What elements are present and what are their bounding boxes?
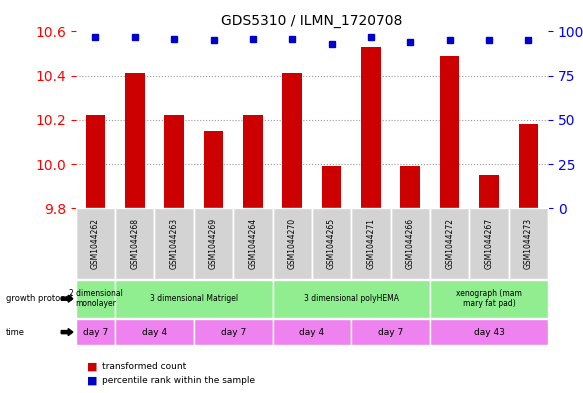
- FancyBboxPatch shape: [391, 208, 430, 279]
- FancyBboxPatch shape: [76, 280, 115, 318]
- Text: transformed count: transformed count: [102, 362, 187, 371]
- Text: day 7: day 7: [220, 328, 246, 336]
- Bar: [322, 166, 342, 208]
- Text: GSM1044271: GSM1044271: [367, 218, 375, 269]
- FancyBboxPatch shape: [351, 208, 391, 279]
- FancyBboxPatch shape: [194, 208, 233, 279]
- Text: GSM1044262: GSM1044262: [91, 218, 100, 269]
- FancyBboxPatch shape: [76, 319, 115, 345]
- Bar: [203, 131, 223, 208]
- FancyBboxPatch shape: [312, 208, 351, 279]
- Bar: [125, 73, 145, 208]
- FancyBboxPatch shape: [430, 319, 548, 345]
- Text: day 7: day 7: [83, 328, 108, 336]
- FancyBboxPatch shape: [469, 208, 508, 279]
- Text: GSM1044265: GSM1044265: [327, 218, 336, 269]
- Bar: [518, 124, 538, 208]
- FancyBboxPatch shape: [154, 208, 194, 279]
- Bar: [243, 116, 263, 208]
- Title: GDS5310 / ILMN_1720708: GDS5310 / ILMN_1720708: [221, 14, 403, 28]
- FancyBboxPatch shape: [233, 208, 272, 279]
- Text: 3 dimensional polyHEMA: 3 dimensional polyHEMA: [304, 294, 399, 303]
- Text: GSM1044273: GSM1044273: [524, 218, 533, 269]
- Bar: [479, 175, 499, 208]
- FancyBboxPatch shape: [272, 319, 351, 345]
- Text: ■: ■: [87, 362, 98, 372]
- FancyBboxPatch shape: [430, 280, 548, 318]
- Text: day 4: day 4: [299, 328, 325, 336]
- Text: GSM1044269: GSM1044269: [209, 218, 218, 269]
- Text: GSM1044272: GSM1044272: [445, 218, 454, 269]
- Text: percentile rank within the sample: percentile rank within the sample: [102, 376, 255, 385]
- Bar: [401, 166, 420, 208]
- Text: GSM1044268: GSM1044268: [131, 218, 139, 269]
- Text: GSM1044270: GSM1044270: [288, 218, 297, 269]
- FancyBboxPatch shape: [194, 319, 272, 345]
- Text: day 4: day 4: [142, 328, 167, 336]
- Text: 2 dimensional
monolayer: 2 dimensional monolayer: [69, 289, 122, 309]
- Text: GSM1044264: GSM1044264: [248, 218, 257, 269]
- FancyBboxPatch shape: [508, 208, 548, 279]
- Text: GSM1044267: GSM1044267: [484, 218, 493, 269]
- Text: time: time: [6, 328, 25, 336]
- FancyBboxPatch shape: [115, 319, 194, 345]
- FancyBboxPatch shape: [76, 208, 115, 279]
- Text: ■: ■: [87, 375, 98, 386]
- FancyBboxPatch shape: [272, 208, 312, 279]
- FancyBboxPatch shape: [115, 208, 154, 279]
- Bar: [440, 56, 459, 208]
- FancyBboxPatch shape: [272, 280, 430, 318]
- Bar: [86, 116, 106, 208]
- Text: GSM1044266: GSM1044266: [406, 218, 415, 269]
- Bar: [282, 73, 302, 208]
- FancyBboxPatch shape: [430, 208, 469, 279]
- FancyBboxPatch shape: [115, 280, 272, 318]
- Text: day 7: day 7: [378, 328, 403, 336]
- Text: 3 dimensional Matrigel: 3 dimensional Matrigel: [150, 294, 238, 303]
- Text: day 43: day 43: [473, 328, 504, 336]
- Bar: [361, 47, 381, 208]
- FancyBboxPatch shape: [351, 319, 430, 345]
- Text: growth protocol: growth protocol: [6, 294, 72, 303]
- Text: xenograph (mam
mary fat pad): xenograph (mam mary fat pad): [456, 289, 522, 309]
- Text: GSM1044263: GSM1044263: [170, 218, 178, 269]
- Bar: [164, 116, 184, 208]
